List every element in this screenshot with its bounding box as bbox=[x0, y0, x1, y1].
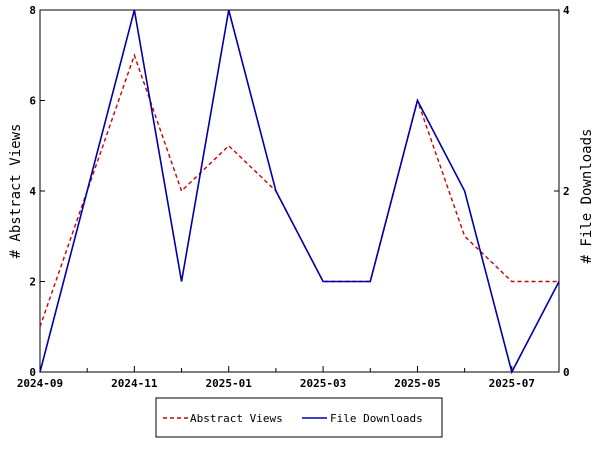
x-tick-label: 2024-11 bbox=[111, 377, 158, 390]
y2-tick-label: 4 bbox=[563, 4, 570, 17]
y2-tick-label: 0 bbox=[563, 366, 570, 379]
y2-tick-label: 2 bbox=[563, 185, 570, 198]
x-tick-label: 2024-09 bbox=[17, 377, 63, 390]
x-tick-label: 2025-05 bbox=[394, 377, 440, 390]
plot-area-border bbox=[39, 9, 560, 373]
y-tick-label: 2 bbox=[29, 276, 36, 289]
series-line-abstract-views bbox=[39, 53, 559, 327]
x-axis-ticks: 2024-09 2024-11 2025-01 2025-03 2025-05 2025-… bbox=[17, 366, 560, 390]
y-tick-label: 4 bbox=[29, 185, 36, 198]
series-layer bbox=[39, 9, 560, 375]
x-tick-label: 2025-07 bbox=[489, 377, 535, 390]
y2-axis-title: # File Downloads bbox=[579, 129, 595, 264]
plot-frame bbox=[39, 9, 560, 373]
legend-label-abstract-views: Abstract Views bbox=[190, 412, 283, 425]
x-tick-label: 2025-01 bbox=[206, 377, 253, 390]
legend: Abstract Views File Downloads bbox=[155, 397, 443, 438]
right-axis-ticks: 0 2 4 bbox=[554, 4, 570, 379]
y-tick-label: 6 bbox=[29, 95, 36, 108]
x-tick-label: 2025-03 bbox=[300, 377, 346, 390]
legend-label-file-downloads: File Downloads bbox=[330, 412, 423, 425]
y-axis-title: # Abstract Views bbox=[8, 124, 24, 259]
y-tick-label: 0 bbox=[29, 366, 36, 379]
y-tick-label: 8 bbox=[29, 4, 36, 17]
series-line-file-downloads bbox=[39, 9, 560, 375]
legend-box bbox=[155, 397, 443, 438]
left-axis-ticks: 0 2 4 6 8 bbox=[29, 4, 45, 379]
